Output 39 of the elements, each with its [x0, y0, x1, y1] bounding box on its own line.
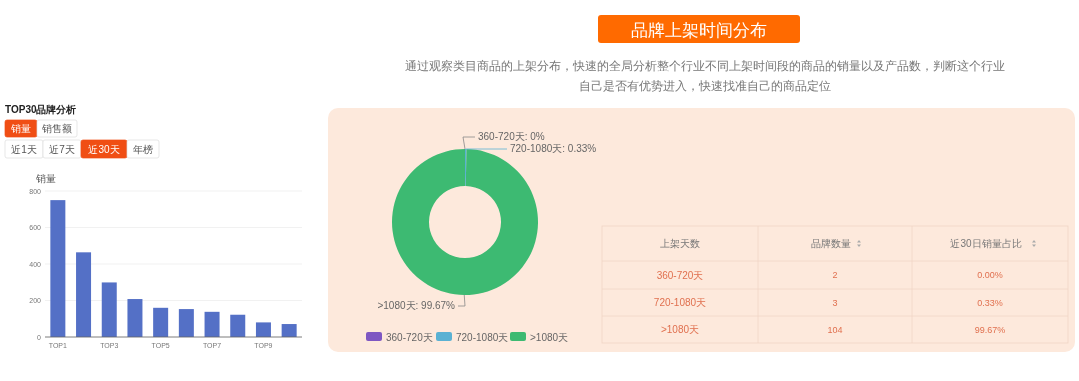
button: 近1天: [4, 139, 44, 159]
chart-title: TOP30品牌分析: [5, 104, 77, 115]
button: 近30天: [80, 139, 128, 159]
legend-label: >1080天: [530, 332, 569, 343]
bar: [50, 200, 66, 337]
y-axis-title: 销量: [35, 173, 56, 184]
bar: [178, 309, 194, 337]
button: 年榜: [126, 139, 160, 159]
legend-label: 360-720天: [386, 332, 433, 343]
data-label: 0.00%: [977, 270, 1003, 280]
category-label: 360-720天: [656, 269, 704, 281]
category-label: 720-1080天: [653, 297, 707, 308]
bar: [101, 282, 117, 337]
data-label: 3: [832, 297, 838, 308]
text: 360-720天: 0%: [478, 131, 545, 142]
data-label: 720-1080天: 0.33%: [510, 143, 597, 154]
legend-label: 品牌数量: [811, 238, 851, 249]
bar: [76, 252, 92, 337]
text: 通过观察类目商品的上架分布，快速的全局分析整个行业不同上架时间段的商品的销量以及产品数，判断这个行业: [405, 59, 1005, 72]
legend-label: 720-1080天: [456, 332, 509, 343]
bar: [153, 307, 169, 337]
text: 品牌上架时间分布: [631, 21, 767, 40]
bar: [230, 314, 246, 337]
data-label: 2: [832, 270, 838, 280]
text: 上架天数: [660, 238, 700, 249]
data-label: 104: [827, 324, 843, 335]
button: 销量: [4, 119, 38, 138]
data-label: >1080天: 99.67%: [377, 300, 456, 311]
legend-label: 近30日销量占比: [950, 238, 1022, 249]
bar: [255, 322, 271, 337]
category-label: >1080天: [660, 324, 700, 335]
data-label: 99.67%: [974, 324, 1006, 335]
button: 销售额: [36, 119, 78, 138]
data-label: 0.33%: [977, 297, 1003, 308]
text: 自己是否有优势进入，快速找准自己的商品定位: [579, 79, 831, 92]
button: 近7天: [42, 139, 82, 159]
bar: [204, 311, 220, 337]
bar: [127, 299, 143, 337]
bar: [281, 324, 297, 337]
